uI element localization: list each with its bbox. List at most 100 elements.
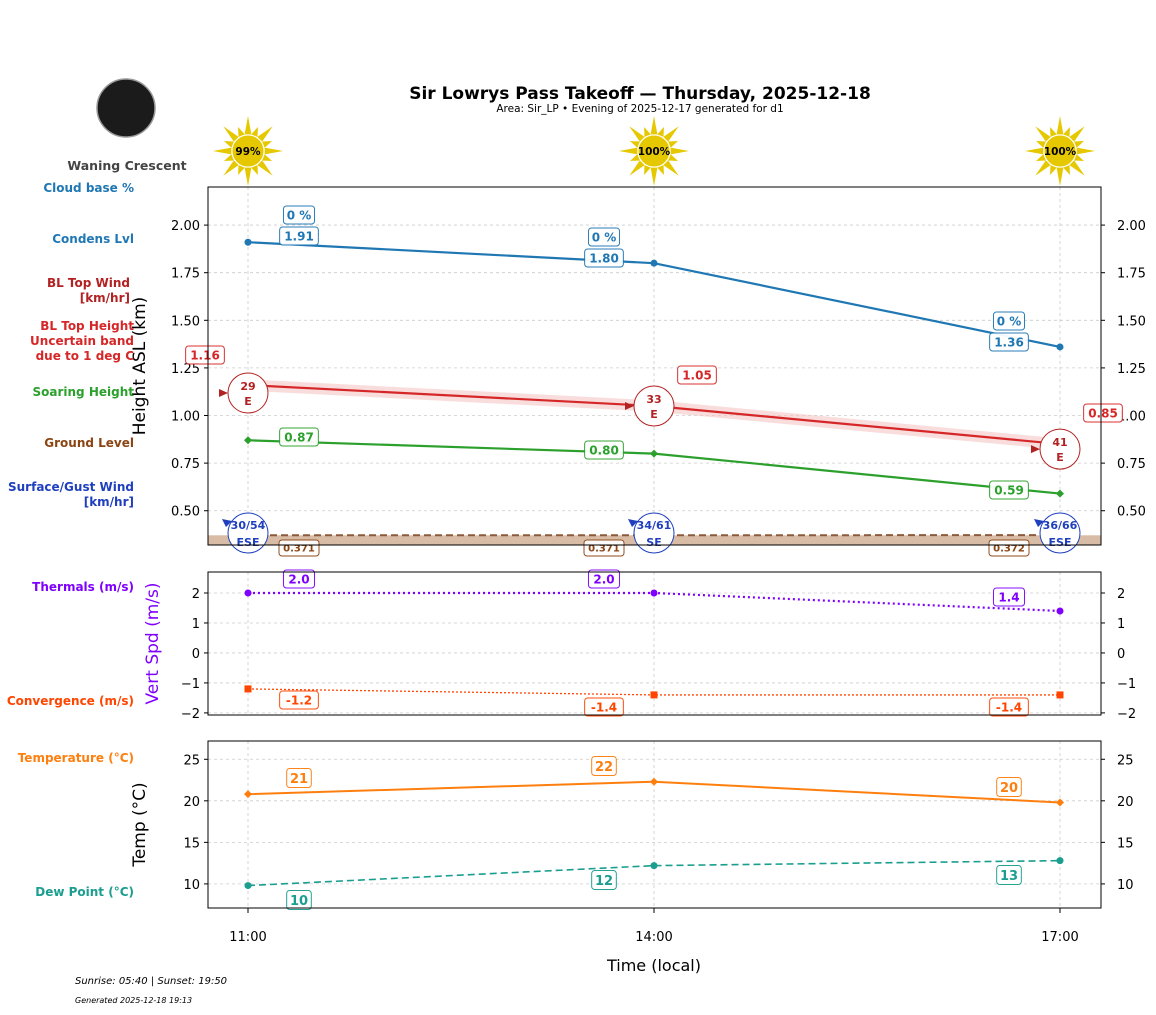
- side-label: due to 1 deg C: [36, 349, 135, 363]
- bl-wind-speed: 41: [1052, 436, 1067, 449]
- condens-label: 1.36: [994, 335, 1024, 349]
- side-label: Convergence (m/s): [7, 694, 134, 708]
- moon-phase-label: Waning Crescent: [67, 158, 186, 173]
- side-label: Thermals (m/s): [32, 580, 134, 594]
- thermals-label: 1.4: [998, 590, 1019, 604]
- side-label: BL Top Wind: [47, 276, 130, 290]
- convergence-point: [651, 691, 658, 698]
- bl-top-label: 1.16: [190, 348, 220, 362]
- side-label: Cloud base %: [43, 181, 134, 195]
- y-tick-label: 10: [183, 878, 200, 893]
- soaring-point: [244, 436, 252, 444]
- thermals-point: [651, 589, 658, 596]
- side-label: [km/hr]: [84, 495, 134, 509]
- condens-point: [651, 260, 658, 267]
- y-tick-label-right: −2: [1117, 707, 1136, 722]
- y-tick-label-right: 1: [1117, 617, 1125, 632]
- y-tick-label-right: 0: [1117, 647, 1125, 662]
- thermals-label: 2.0: [593, 572, 614, 586]
- side-label: Soaring Height: [33, 385, 135, 399]
- side-label: Uncertain band: [30, 334, 134, 348]
- bl-top-label: 1.05: [682, 368, 712, 382]
- condens-point: [245, 239, 252, 246]
- y-tick-label-right: 15: [1117, 836, 1134, 851]
- surface-wind-speed: 30/54: [231, 519, 266, 532]
- y-tick-label-right: 20: [1117, 795, 1134, 810]
- plot-frame: [208, 187, 1101, 545]
- sun-percent-label: 99%: [235, 146, 261, 158]
- chart-subtitle: Area: Sir_LP • Evening of 2025-12-17 gen…: [496, 103, 783, 115]
- thermals-point: [1057, 607, 1064, 614]
- y-tick-label: −2: [181, 707, 200, 722]
- dew-point-point: [245, 882, 252, 889]
- y-tick-label-right: 1.50: [1117, 314, 1146, 329]
- y-tick-label-right: 1.25: [1117, 362, 1146, 377]
- dew-point-label: 13: [1000, 869, 1018, 884]
- surface-wind-direction: ESE: [237, 536, 260, 549]
- y-tick-label: 20: [183, 795, 200, 810]
- temperature-point: [1056, 798, 1064, 806]
- convergence-label: -1.2: [286, 693, 312, 707]
- side-label: Surface/Gust Wind: [8, 480, 134, 494]
- y-axis-label: Temp (°C): [130, 782, 150, 867]
- temperature-label: 22: [595, 760, 613, 775]
- surface-wind-direction: ESE: [1049, 536, 1072, 549]
- y-tick-label: 2: [192, 587, 200, 602]
- y-tick-label: 1.75: [171, 267, 200, 282]
- y-axis-label: Vert Spd (m/s): [143, 582, 163, 704]
- soaring-label: 0.80: [589, 443, 619, 457]
- temperature-point: [244, 790, 252, 798]
- condens-label: 1.80: [589, 251, 619, 265]
- y-tick-label: 25: [183, 753, 200, 768]
- sun-times: Sunrise: 05:40 | Sunset: 19:50: [75, 976, 227, 987]
- condens-label: 1.91: [284, 229, 314, 243]
- temperature-point: [650, 778, 658, 786]
- wind-arrow-icon: [219, 389, 228, 397]
- y-tick-label: 15: [183, 836, 200, 851]
- bl-top-label: 0.85: [1088, 406, 1118, 420]
- y-tick-label: 1.00: [171, 410, 200, 425]
- cloud-base-label: 0 %: [287, 208, 312, 222]
- dew-point-label: 12: [595, 874, 613, 889]
- y-tick-label: −1: [181, 677, 200, 692]
- x-tick-label: 11:00: [229, 930, 266, 945]
- y-tick-label-right: 2.00: [1117, 219, 1146, 234]
- side-label: Temperature (°C): [18, 751, 134, 765]
- dew-point-point: [1057, 857, 1064, 864]
- y-tick-label-right: 10: [1117, 878, 1134, 893]
- y-tick-label-right: −1: [1117, 677, 1136, 692]
- sun-percent-label: 100%: [638, 146, 671, 158]
- y-tick-label: 1: [192, 617, 200, 632]
- convergence-point: [245, 685, 252, 692]
- sun-percent-label: 100%: [1044, 146, 1077, 158]
- y-tick-label: 2.00: [171, 219, 200, 234]
- side-label: Condens Lvl: [52, 232, 134, 246]
- y-tick-label-right: 2: [1117, 587, 1125, 602]
- thermals-point: [245, 589, 252, 596]
- bl-wind-speed: 33: [646, 393, 661, 406]
- x-axis-label: Time (local): [606, 956, 701, 975]
- y-tick-label: 0.50: [171, 505, 200, 520]
- thermals-label: 2.0: [288, 572, 309, 586]
- x-tick-label: 14:00: [635, 930, 672, 945]
- side-label: Dew Point (°C): [35, 885, 134, 899]
- plot-frame: [208, 741, 1101, 908]
- convergence-point: [1057, 691, 1064, 698]
- bl-wind-direction: E: [650, 408, 658, 421]
- bl-wind-speed: 29: [240, 380, 255, 393]
- bl-wind-direction: E: [1056, 451, 1064, 464]
- soaring-label: 0.59: [994, 483, 1024, 497]
- condens-point: [1057, 343, 1064, 350]
- soaring-line: [248, 440, 1060, 493]
- y-tick-label-right: 0.50: [1117, 505, 1146, 520]
- dew-point-label: 10: [290, 894, 308, 909]
- moon-icon: [97, 79, 155, 137]
- generated-time: Generated 2025-12-18 19:13: [75, 996, 192, 1005]
- surface-wind-speed: 36/66: [1043, 519, 1078, 532]
- side-label: Ground Level: [44, 436, 134, 450]
- temperature-label: 21: [290, 772, 308, 787]
- y-tick-label-right: 25: [1117, 753, 1134, 768]
- soaring-point: [650, 450, 658, 458]
- y-tick-label: 1.50: [171, 314, 200, 329]
